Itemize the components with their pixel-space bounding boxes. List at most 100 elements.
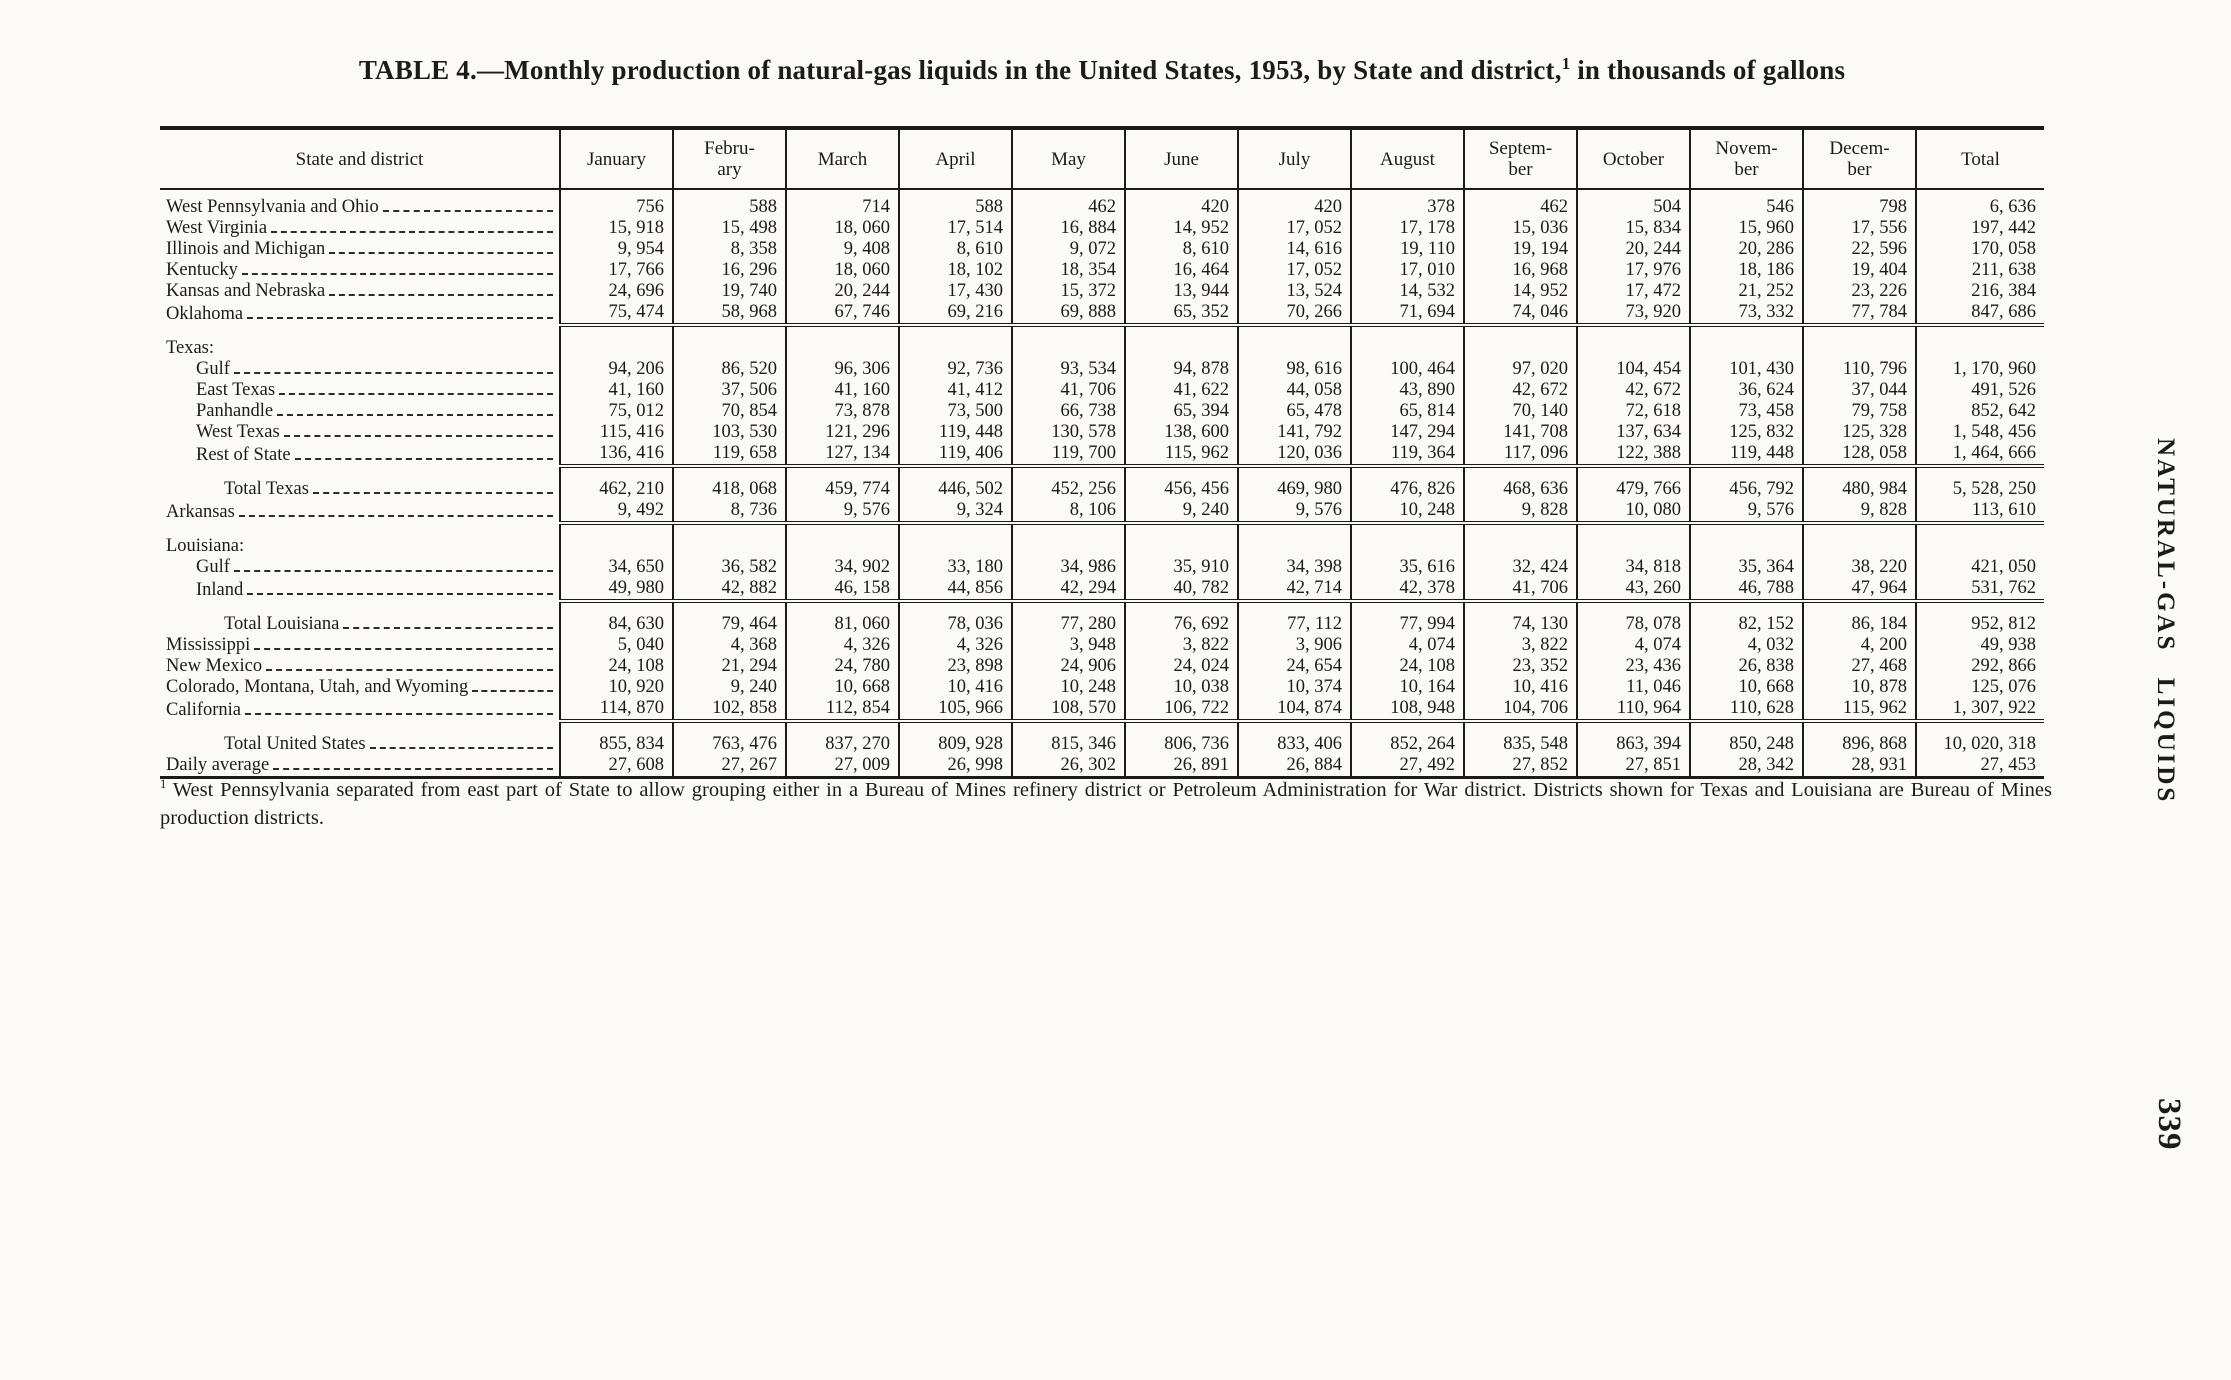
cell-value: 10, 020, 318 (1915, 734, 2044, 755)
cell-value: 70, 854 (672, 401, 786, 422)
cell-value (1350, 536, 1464, 557)
cell-value: 36, 624 (1689, 380, 1803, 401)
cell-value: 211, 638 (1915, 260, 2044, 281)
cell-value: 833, 406 (1237, 734, 1351, 755)
cell-value: 456, 792 (1689, 479, 1803, 500)
vertical-margin-label: NATURAL-GAS LIQUIDS (2152, 438, 2179, 805)
cell-value: 35, 616 (1350, 557, 1464, 578)
cell-value (672, 536, 786, 557)
cell-value: 798 (1802, 197, 1916, 218)
table-row: West Texas 115, 416 103, 530 121, 296 119, 4… (160, 422, 2044, 443)
cell-value: 86, 184 (1802, 614, 1916, 635)
cell-value: 70, 140 (1463, 401, 1577, 422)
cell-value: 74, 046 (1463, 302, 1577, 327)
dashed-leader (273, 768, 553, 770)
cell-value: 125, 832 (1689, 422, 1803, 443)
cell-value: 104, 706 (1463, 698, 1577, 723)
cell-value: 37, 044 (1802, 380, 1916, 401)
cell-value: 8, 358 (672, 239, 786, 260)
column-header: April (898, 128, 1012, 190)
cell-value: 130, 578 (1011, 422, 1125, 443)
table-row: Total United States 855, 834 763, 476 837, … (160, 734, 2044, 755)
cell-value: 65, 814 (1350, 401, 1464, 422)
cell-value: 34, 818 (1576, 557, 1690, 578)
dashed-leader (233, 570, 553, 572)
cell-value: 588 (898, 197, 1012, 218)
table-row: West Pennsylvania and Ohio 756 588 714 588 46… (160, 197, 2044, 218)
table-row: Kansas and Nebraska 24, 696 19, 740 20, 244… (160, 281, 2044, 302)
cell-value: 84, 630 (559, 614, 673, 635)
cell-value: 42, 672 (1463, 380, 1577, 401)
dashed-leader (271, 231, 553, 233)
cell-value: 10, 668 (1689, 677, 1803, 698)
cell-value: 27, 492 (1350, 755, 1464, 778)
cell-value: 14, 532 (1350, 281, 1464, 302)
table-title-main: TABLE 4.—Monthly production of natural-g… (358, 55, 1562, 85)
cell-value: 38, 220 (1802, 557, 1916, 578)
spacer-row (160, 189, 2044, 197)
row-label: West Pennsylvania and Ohio (166, 197, 379, 217)
cell-value: 9, 576 (1237, 500, 1351, 525)
cell-value: 98, 616 (1237, 359, 1351, 380)
cell-value: 24, 654 (1237, 656, 1351, 677)
cell-value: 19, 740 (672, 281, 786, 302)
cell-value: 36, 582 (672, 557, 786, 578)
cell-value: 34, 986 (1011, 557, 1125, 578)
cell-value: 100, 464 (1350, 359, 1464, 380)
cell-value: 34, 650 (559, 557, 673, 578)
table-row: Rest of State 136, 416 119, 658 127, 134 119… (160, 443, 2044, 468)
cell-value: 10, 248 (1350, 500, 1464, 525)
cell-value: 65, 352 (1124, 302, 1238, 327)
cell-value: 106, 722 (1124, 698, 1238, 723)
cell-value: 77, 784 (1802, 302, 1916, 327)
cell-value: 104, 454 (1576, 359, 1690, 380)
cell-value (1237, 338, 1351, 359)
cell-value: 3, 822 (1124, 635, 1238, 656)
cell-value (1124, 338, 1238, 359)
cell-value: 14, 952 (1463, 281, 1577, 302)
cell-value: 69, 888 (1011, 302, 1125, 327)
cell-value: 65, 478 (1237, 401, 1351, 422)
cell-value: 16, 464 (1124, 260, 1238, 281)
cell-value: 815, 346 (1011, 734, 1125, 755)
dashed-leader (254, 648, 553, 650)
row-label: Rest of State (196, 445, 291, 465)
cell-value: 809, 928 (898, 734, 1012, 755)
cell-value: 1, 307, 922 (1915, 698, 2044, 723)
cell-value: 119, 406 (898, 443, 1012, 468)
cell-value (1689, 536, 1803, 557)
cell-value (1802, 536, 1916, 557)
dashed-leader (294, 458, 553, 460)
cell-value: 120, 036 (1237, 443, 1351, 468)
spacer-row (160, 601, 2044, 614)
cell-value: 46, 788 (1689, 578, 1803, 603)
cell-value: 41, 160 (785, 380, 899, 401)
table-title: TABLE 4.—Monthly production of natural-g… (160, 54, 2044, 86)
cell-value (898, 536, 1012, 557)
cell-value: 17, 052 (1237, 260, 1351, 281)
cell-value: 15, 960 (1689, 218, 1803, 239)
cell-value: 102, 858 (672, 698, 786, 723)
cell-value: 16, 968 (1463, 260, 1577, 281)
cell-value: 17, 052 (1237, 218, 1351, 239)
cell-value: 94, 878 (1124, 359, 1238, 380)
column-header: Novem- ber (1689, 128, 1803, 190)
cell-value (1463, 536, 1577, 557)
cell-value: 141, 708 (1463, 422, 1577, 443)
cell-value: 10, 080 (1576, 500, 1690, 525)
cell-value: 49, 938 (1915, 635, 2044, 656)
cell-value: 76, 692 (1124, 614, 1238, 635)
row-label: West Texas (196, 422, 280, 442)
table-row: Gulf 94, 206 86, 520 96, 306 92, 736 93, 534 9… (160, 359, 2044, 380)
cell-value: 92, 736 (898, 359, 1012, 380)
cell-value: 40, 782 (1124, 578, 1238, 603)
cell-value: 35, 910 (1124, 557, 1238, 578)
cell-value: 837, 270 (785, 734, 899, 755)
cell-value: 21, 294 (672, 656, 786, 677)
cell-value: 850, 248 (1689, 734, 1803, 755)
cell-value: 17, 556 (1802, 218, 1916, 239)
cell-value: 469, 980 (1237, 479, 1351, 500)
cell-value: 110, 964 (1576, 698, 1690, 723)
column-header: June (1124, 128, 1238, 190)
